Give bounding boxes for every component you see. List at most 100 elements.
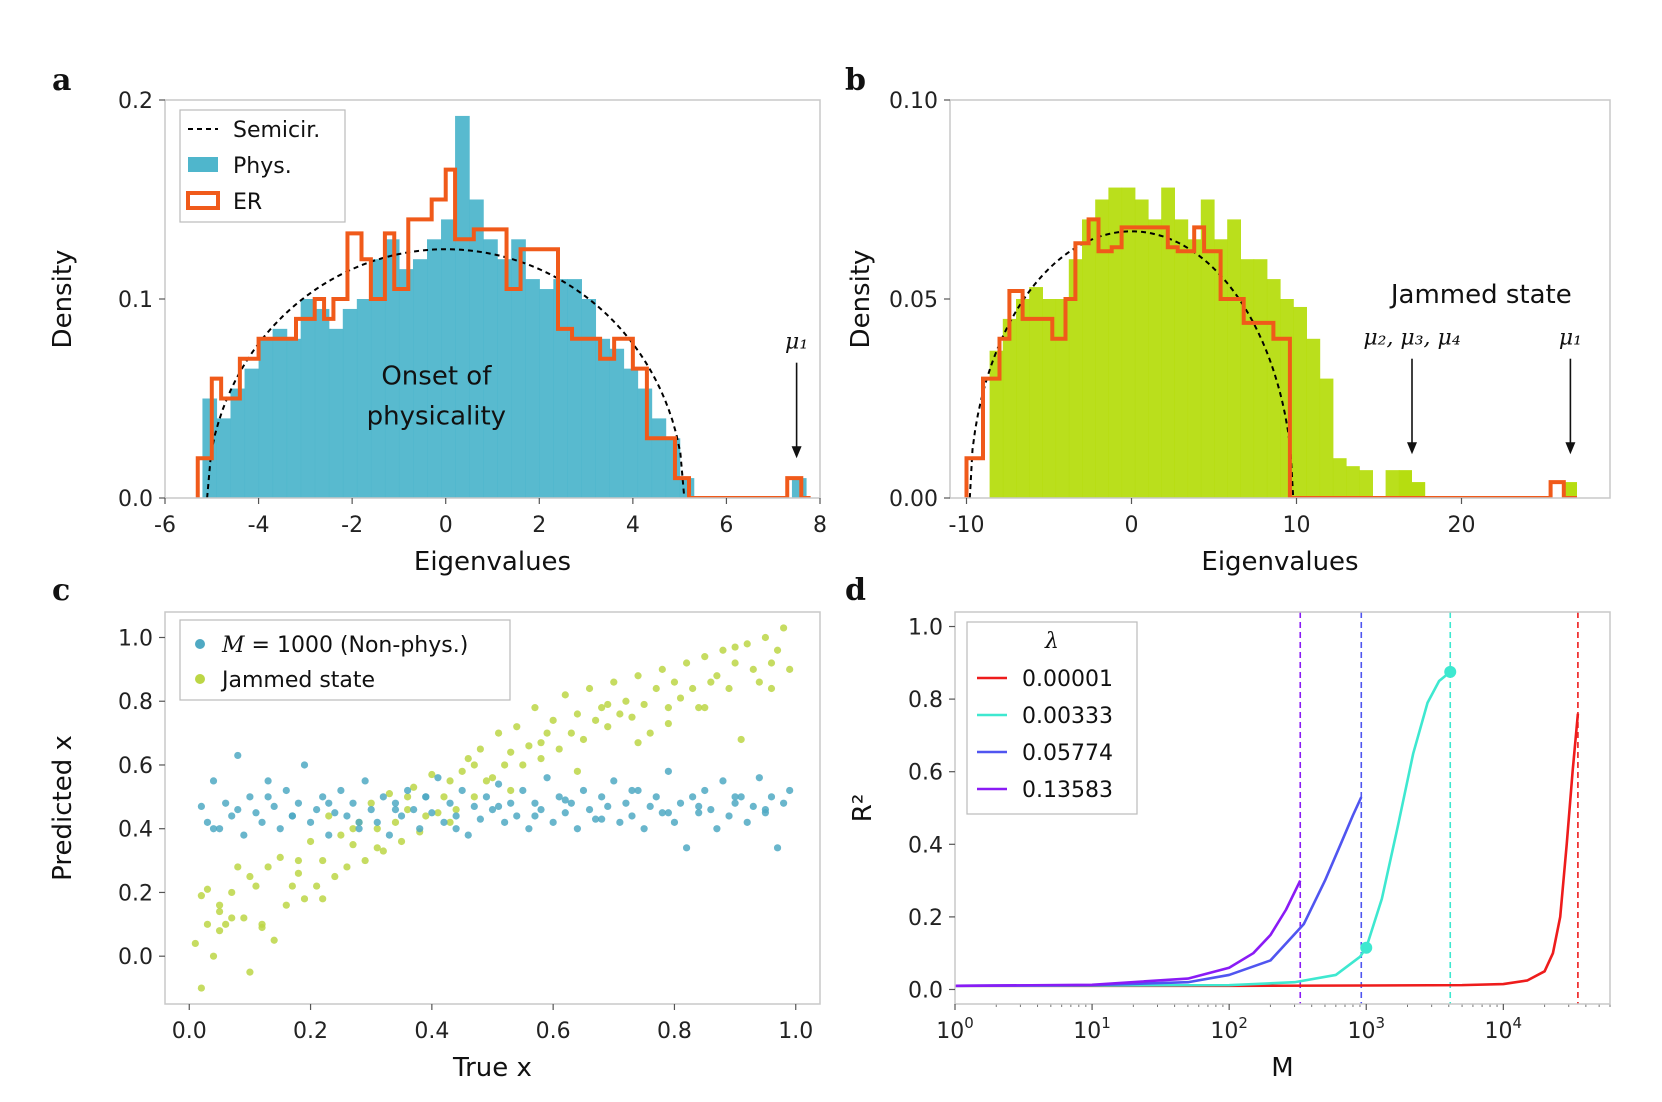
histogram-bar bbox=[539, 289, 554, 498]
histogram-bar bbox=[342, 308, 358, 498]
arrow-label: μ₁ bbox=[1559, 326, 1582, 351]
scatter-point bbox=[531, 799, 539, 807]
scatter-point bbox=[306, 837, 315, 846]
scatter-point bbox=[743, 818, 751, 826]
y-tick-label: 0.0 bbox=[908, 978, 943, 1003]
histogram-bar bbox=[398, 269, 414, 498]
y-axis-label: Density bbox=[48, 250, 78, 349]
histogram-bar bbox=[1082, 219, 1096, 498]
scatter-point bbox=[767, 793, 776, 801]
scatter-point bbox=[598, 793, 606, 801]
x-tick-label: 101 bbox=[1073, 1014, 1111, 1044]
histogram-bar bbox=[469, 199, 484, 498]
y-tick-label: 0.00 bbox=[889, 487, 938, 512]
histogram-bar bbox=[258, 338, 274, 498]
scatter-point bbox=[531, 812, 539, 820]
histogram-bar bbox=[1240, 259, 1255, 498]
histogram-bar bbox=[216, 418, 232, 498]
scatter-point bbox=[197, 802, 205, 811]
scatter-point bbox=[215, 901, 224, 909]
scatter-point bbox=[786, 786, 794, 795]
scatter-point bbox=[713, 672, 721, 680]
scatter-point bbox=[664, 767, 672, 775]
scatter-point bbox=[773, 844, 782, 852]
scatter-point bbox=[731, 659, 739, 667]
x-tick-label: 8 bbox=[813, 513, 827, 538]
legend-marker-nonphys bbox=[195, 639, 205, 649]
scatter-point bbox=[585, 805, 594, 814]
histogram-bar bbox=[1563, 482, 1577, 498]
scatter-point bbox=[525, 825, 533, 833]
scatter-point bbox=[446, 777, 454, 785]
x-tick-label-exponent: 3 bbox=[1375, 1014, 1385, 1032]
scatter-point bbox=[440, 793, 448, 801]
scatter-point bbox=[215, 907, 224, 916]
scatter-point bbox=[743, 640, 751, 648]
scatter-point bbox=[585, 684, 594, 693]
scatter-point bbox=[337, 831, 345, 839]
scatter-point bbox=[488, 805, 497, 814]
arrow-head bbox=[1407, 442, 1417, 455]
x-tick-label-base: 10 bbox=[1210, 1019, 1238, 1044]
scatter-point bbox=[507, 748, 515, 756]
x-tick-label-exponent: 0 bbox=[964, 1014, 974, 1032]
scatter-point bbox=[713, 825, 721, 833]
histogram-bar bbox=[665, 438, 681, 498]
scatter-point bbox=[446, 799, 454, 807]
histogram-bar bbox=[1306, 338, 1321, 498]
histogram-bar bbox=[637, 388, 653, 498]
scatter-point bbox=[701, 786, 709, 795]
scatter-point bbox=[622, 697, 630, 705]
scatter-point bbox=[476, 745, 484, 753]
scatter-point bbox=[276, 825, 284, 833]
x-tick-label: -4 bbox=[248, 513, 270, 538]
scatter-point bbox=[264, 863, 272, 871]
scatter-point bbox=[367, 799, 375, 807]
scatter-point bbox=[592, 815, 600, 823]
scatter-point bbox=[203, 920, 212, 928]
legend-box bbox=[966, 621, 1138, 815]
histogram-bar bbox=[1029, 287, 1043, 498]
histogram-bar bbox=[328, 328, 344, 498]
scatter-point bbox=[494, 780, 503, 788]
y-axis-label: R² bbox=[848, 794, 878, 823]
legend-label: Phys. bbox=[233, 154, 292, 179]
histogram-bar bbox=[1187, 239, 1202, 498]
scatter-point bbox=[573, 767, 582, 775]
scatter-point bbox=[458, 786, 466, 795]
scatter-point bbox=[519, 761, 527, 769]
histogram-bar bbox=[244, 368, 260, 498]
annotation-text: Onset of bbox=[381, 362, 492, 392]
legend-label: 0.00333 bbox=[1022, 704, 1113, 729]
scatter-point bbox=[276, 853, 284, 861]
curve-marker bbox=[1360, 941, 1373, 954]
annotation-text: Jammed state bbox=[1389, 280, 1572, 310]
scatter-point bbox=[325, 831, 333, 839]
x-tick-label: 100 bbox=[936, 1014, 974, 1044]
scatter-point bbox=[670, 678, 679, 686]
scatter-point bbox=[780, 624, 788, 632]
scatter-point bbox=[695, 704, 703, 712]
scatter-point bbox=[549, 716, 557, 724]
x-tick-label: -2 bbox=[341, 513, 363, 538]
legend-label-symbol: M bbox=[221, 633, 245, 658]
scatter-point bbox=[664, 809, 672, 817]
histogram-bar bbox=[820, 478, 835, 498]
scatter-point bbox=[403, 793, 412, 801]
scatter-point bbox=[537, 755, 545, 763]
plot-frame bbox=[954, 611, 1611, 1005]
scatter-point bbox=[319, 856, 327, 865]
histogram-bar bbox=[595, 338, 611, 498]
scatter-point bbox=[258, 818, 266, 826]
scatter-point bbox=[319, 793, 327, 801]
panel-label: a bbox=[52, 63, 71, 98]
scatter-point bbox=[464, 831, 472, 839]
scatter-point bbox=[288, 882, 296, 890]
scatter-point bbox=[719, 646, 727, 654]
scatter-point bbox=[282, 901, 290, 909]
panel-label: b bbox=[845, 63, 866, 98]
scatter-point bbox=[761, 805, 770, 814]
histogram-bar bbox=[1253, 259, 1268, 498]
scatter-point bbox=[458, 767, 466, 775]
histogram-bar bbox=[202, 398, 218, 498]
